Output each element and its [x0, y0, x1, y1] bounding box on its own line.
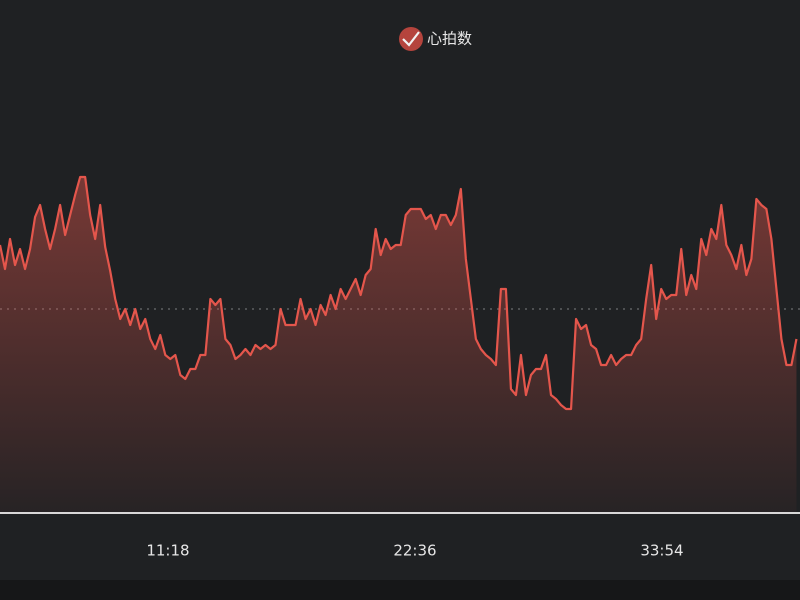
bottom-bar [0, 580, 800, 600]
legend[interactable]: 心拍数 [399, 27, 472, 51]
legend-label[interactable]: 心拍数 [427, 30, 472, 48]
x-tick-label: 22:36 [393, 542, 436, 560]
line [0, 175, 798, 411]
x-tick-label: 33:54 [640, 542, 683, 560]
legend-check [402, 31, 420, 47]
area-fill [0, 177, 797, 513]
legend-checkbox[interactable] [399, 27, 423, 51]
x-tick-label: 11:18 [146, 542, 189, 560]
